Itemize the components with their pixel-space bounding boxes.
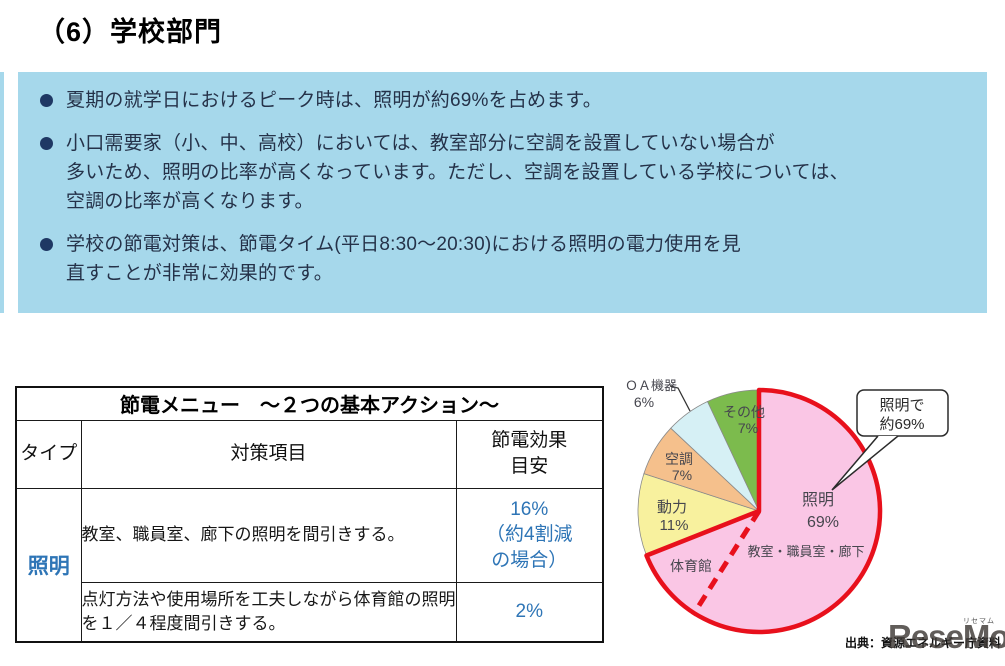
label-lighting: 照明 — [802, 491, 834, 509]
column-header-effect: 節電効果 目安 — [455, 419, 604, 489]
label-power-pct: 11% — [660, 517, 689, 534]
pie-chart: ＯＡ機器 6% その他 7% 空調 7% 動力 11% 体育館 照明 69% 教… — [610, 355, 1005, 666]
label-other-pct: 7% — [738, 420, 758, 436]
bullet-text: 小口需要家（小、中、高校）においては、教室部分に空調を設置していない場合が 多い… — [66, 129, 849, 216]
bullet-line: 直すことが非常に効果的です。 — [66, 263, 333, 284]
left-edge-strip — [0, 72, 4, 313]
watermark-ruby: リセマム — [963, 618, 995, 625]
label-ac: 空調 — [665, 451, 693, 467]
table-row: 点灯方法や使用場所を工夫しながら体育館の照明を１／４程度間引きする。 2% — [16, 581, 604, 643]
energy-saving-menu-table: 節電メニュー ～２つの基本アクション～ タイプ 対策項目 節電効果 目安 照明 … — [15, 386, 604, 643]
label-power: 動力 — [657, 499, 687, 516]
label-oa-pct: 6% — [634, 394, 654, 410]
page-title: （6）学校部門 — [38, 17, 223, 47]
list-item: 小口需要家（小、中、高校）においては、教室部分に空調を設置していない場合が 多い… — [40, 129, 969, 216]
effect-cell: 16% （約4割減 の場合） — [455, 487, 604, 583]
watermark-logo: ReseMom — [888, 618, 1005, 655]
column-header-measure: 対策項目 — [80, 419, 457, 489]
bullet-text: 夏期の就学日におけるピーク時は、照明が約69%を占めます。 — [66, 86, 602, 115]
measure-cell: 点灯方法や使用場所を工夫しながら体育館の照明を１／４程度間引きする。 — [80, 581, 457, 643]
callout-line1: 照明で — [879, 397, 924, 414]
bullet-icon — [40, 94, 53, 107]
list-item: 夏期の就学日におけるピーク時は、照明が約69%を占めます。 — [40, 86, 969, 115]
callout-line2: 約69% — [879, 416, 924, 433]
bullet-line: 多いため、照明の比率が高くなっています。ただし、空調を設置している学校については… — [66, 162, 849, 183]
bullet-line: 空調の比率が高くなります。 — [66, 191, 314, 212]
label-classroom: 教室・職員室・廊下 — [747, 544, 864, 559]
bullet-line: 小口需要家（小、中、高校）においては、教室部分に空調を設置していない場合が — [66, 133, 775, 154]
bullet-list: 夏期の就学日におけるピーク時は、照明が約69%を占めます。 小口需要家（小、中、… — [40, 86, 969, 288]
bullet-icon — [40, 137, 53, 150]
table-title: 節電メニュー ～２つの基本アクション～ — [15, 386, 604, 421]
label-lighting-pct: 69% — [807, 514, 839, 531]
measure-cell: 教室、職員室、廊下の照明を間引きする。 — [80, 487, 457, 583]
bullet-line: 学校の節電対策は、節電タイム(平日8:30～20:30)における照明の電力使用を… — [66, 234, 742, 255]
source-citation: 出典：資源エネルギー庁資料 — [845, 636, 1002, 650]
table-row: 照明 教室、職員室、廊下の照明を間引きする。 16% （約4割減 の場合） — [15, 487, 604, 643]
oa-leader-line — [669, 385, 691, 412]
label-gym: 体育館 — [670, 558, 712, 574]
column-header-type: タイプ — [15, 419, 82, 489]
callout-tail — [831, 435, 899, 491]
effect-cell: 2% — [455, 581, 604, 643]
label-oa: ＯＡ機器 — [625, 378, 677, 393]
dashed-divider-line — [690, 509, 762, 617]
bullet-text: 学校の節電対策は、節電タイム(平日8:30～20:30)における照明の電力使用を… — [66, 230, 741, 288]
pie-chart-svg: ＯＡ機器 6% その他 7% 空調 7% 動力 11% 体育館 照明 69% 教… — [625, 378, 949, 635]
list-item: 学校の節電対策は、節電タイム(平日8:30～20:30)における照明の電力使用を… — [40, 230, 969, 288]
label-other: その他 — [723, 404, 765, 420]
callout-bubble — [856, 389, 949, 437]
pie-slice-power — [637, 473, 761, 557]
bullet-line: 夏期の就学日におけるピーク時は、照明が約69%を占めます。 — [66, 90, 602, 111]
summary-highlight-box: 夏期の就学日におけるピーク時は、照明が約69%を占めます。 小口需要家（小、中、… — [18, 72, 987, 313]
label-ac-pct: 7% — [672, 467, 692, 483]
bullet-icon — [40, 238, 53, 251]
type-cell: 照明 — [15, 487, 82, 643]
